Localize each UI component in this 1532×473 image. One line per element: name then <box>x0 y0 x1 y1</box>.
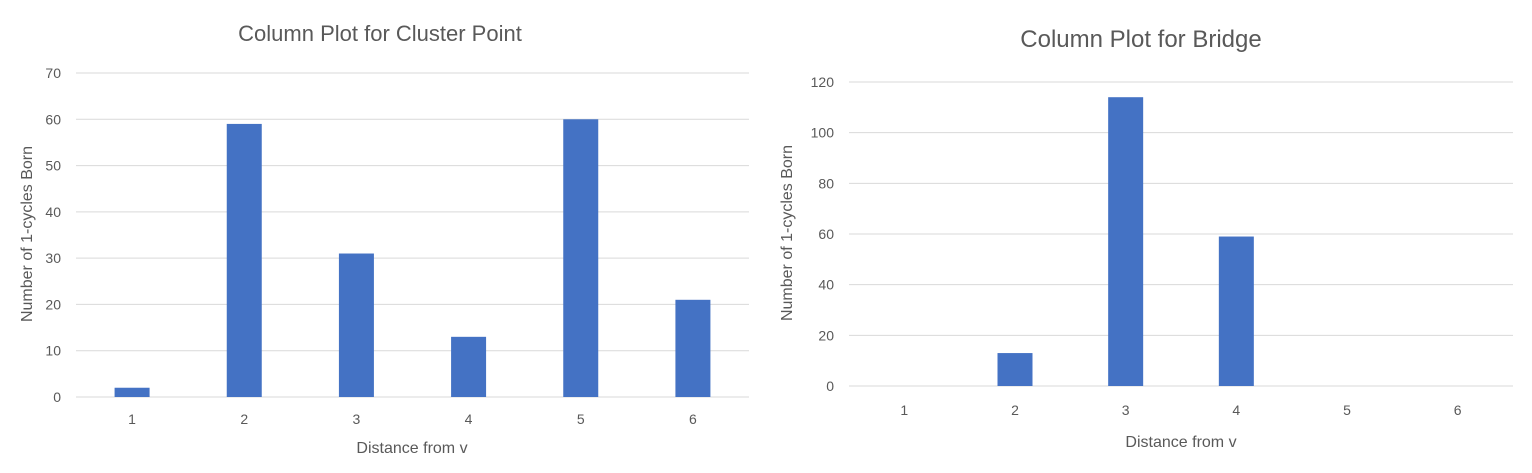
x-axis-label: Distance from v <box>1125 434 1236 451</box>
chart-title: Column Plot for Cluster Point <box>238 21 522 46</box>
bar-6 <box>675 299 711 397</box>
y-tick-label: 20 <box>818 327 834 343</box>
y-tick-label: 0 <box>53 389 61 405</box>
x-tick-label: 2 <box>240 411 248 427</box>
x-tick-label: 4 <box>465 411 473 427</box>
bar-4 <box>1218 236 1254 386</box>
x-tick-label: 6 <box>1454 402 1462 418</box>
bar-1 <box>114 387 150 397</box>
x-tick-label: 5 <box>1343 402 1351 418</box>
y-tick-label: 100 <box>811 125 835 141</box>
y-tick-label: 30 <box>45 250 61 266</box>
bar-4 <box>451 336 487 397</box>
x-tick-label: 1 <box>128 411 136 427</box>
x-tick-label: 5 <box>577 411 585 427</box>
y-tick-label: 40 <box>818 277 834 293</box>
y-axis-label: Number of 1-cycles Born <box>19 146 36 322</box>
chart-title: Column Plot for Bridge <box>1020 26 1261 53</box>
y-tick-label: 80 <box>818 175 834 191</box>
x-tick-label: 1 <box>900 402 908 418</box>
y-tick-label: 40 <box>45 204 61 220</box>
y-tick-label: 50 <box>45 158 61 174</box>
bar-2 <box>997 353 1033 386</box>
y-tick-label: 0 <box>826 378 834 394</box>
y-tick-label: 60 <box>45 111 61 127</box>
bar-5 <box>563 119 599 398</box>
bar-2 <box>226 123 262 398</box>
y-tick-label: 10 <box>45 343 61 359</box>
x-axis-label: Distance from v <box>356 440 467 457</box>
y-tick-label: 20 <box>45 296 61 312</box>
x-tick-label: 3 <box>1122 402 1130 418</box>
bar-3 <box>1108 97 1144 386</box>
bar-3 <box>338 253 374 397</box>
x-tick-label: 2 <box>1011 402 1019 418</box>
x-tick-label: 4 <box>1232 402 1240 418</box>
x-tick-label: 3 <box>353 411 361 427</box>
y-tick-label: 70 <box>45 65 61 81</box>
y-tick-label: 60 <box>818 226 834 242</box>
x-tick-label: 6 <box>689 411 697 427</box>
y-axis-label: Number of 1-cycles Born <box>779 145 796 321</box>
y-tick-label: 120 <box>811 74 835 90</box>
